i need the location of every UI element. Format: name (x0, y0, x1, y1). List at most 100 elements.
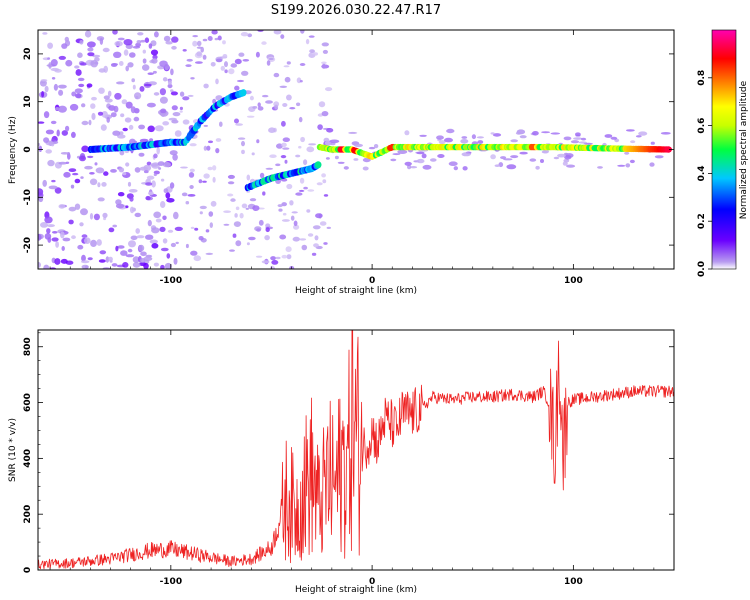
spectrogram-cell (557, 153, 566, 158)
snr-x-tick-label: -100 (160, 577, 183, 587)
spectrogram-cell (159, 60, 168, 67)
spectrogram-cell (42, 179, 47, 187)
spectrogram-cell (69, 103, 79, 111)
spectrogram-cell (209, 222, 213, 229)
spectrogram-cell (81, 120, 89, 126)
spectrogram-cell (303, 186, 308, 190)
spectrogram-cell (140, 39, 146, 43)
spectrogram-cell (286, 254, 292, 260)
spectrogram-cell (112, 130, 121, 136)
spectrogram-cell (87, 52, 95, 57)
spectrogram-cell (45, 149, 52, 154)
spectrogram-cell (237, 137, 246, 140)
spectrogram-cell (71, 131, 76, 138)
spectrogram-cell (61, 130, 68, 136)
spectrogram-cell (268, 127, 276, 133)
spectrogram-cell (81, 254, 86, 262)
spectrogram-cell (210, 200, 217, 207)
spectrogram-cell (44, 85, 49, 93)
spectrogram-cell (318, 101, 326, 108)
spectrogram-cell (228, 68, 235, 75)
spectrogram-cell (169, 182, 175, 189)
spectrogram-cell (74, 178, 81, 184)
spectrogram-cell (196, 46, 203, 49)
spectrogram-cell (137, 32, 144, 36)
spectrogram-x-ticks: -100 0 100 (49, 30, 675, 286)
spectrogram-cell (649, 162, 655, 167)
spectrogram-cell (127, 248, 133, 253)
spectrogram-cell (97, 197, 105, 202)
spectrogram-cell (308, 35, 315, 38)
spectrogram-cell (462, 166, 468, 171)
spectrogram-cell (143, 170, 149, 174)
spectrogram-cell (207, 166, 213, 171)
spectrogram-cell (77, 52, 83, 58)
spectrogram-cell (70, 184, 75, 189)
spectrogram-cell (223, 210, 232, 213)
spectrogram-cell (169, 150, 178, 156)
spectrogram-cell (80, 176, 84, 179)
spectrogram-cell (232, 233, 237, 238)
spectrogram-cell (54, 187, 62, 194)
spectrogram-cell (175, 241, 179, 245)
spectrogram-cell (626, 129, 635, 132)
spectrogram-cell (279, 85, 288, 89)
spectrogram-cell (300, 30, 305, 34)
spectrogram-cell (129, 196, 134, 202)
spectrogram-cell (52, 231, 58, 234)
spectrogram-cell (265, 100, 273, 104)
spectrogram-cell (192, 35, 199, 38)
spectrogram-cell (120, 113, 125, 118)
spectrogram-cell (113, 51, 122, 58)
spectrogram-cell (81, 103, 86, 108)
colorbar-tick-label: 0.4 (697, 165, 707, 181)
spectrogram-cell (550, 132, 561, 135)
spectrogram-cell (436, 135, 444, 140)
spectrogram-cell (38, 145, 43, 152)
spectrogram-cell (147, 72, 154, 75)
spectrogram-cell (153, 173, 157, 177)
spectrogram-cell (90, 60, 98, 68)
spectrogram-cell (111, 63, 118, 67)
spectrogram-cell (189, 185, 194, 189)
spectrogram-cell (322, 179, 327, 184)
spectrogram-cell (437, 154, 445, 158)
spectrogram-cell (121, 99, 128, 105)
spectrogram-cell (229, 249, 235, 252)
spectrogram-cell (299, 238, 307, 241)
spectrogram-cell (153, 211, 162, 219)
spectrogram-cell (173, 257, 178, 265)
spectrogram-cell (142, 64, 150, 71)
spectrogram-cell (208, 211, 214, 217)
spectrogram-cell (160, 178, 165, 182)
spectrogram-cell (174, 130, 182, 137)
spectrogram-cell (142, 58, 147, 64)
spectrogram-cell (65, 125, 70, 132)
spectrogram-cell (461, 152, 471, 157)
spectrogram-cell (541, 131, 551, 134)
spectrogram-cell (68, 219, 74, 225)
spectrogram-cell (309, 49, 315, 53)
spectrogram-cell (171, 36, 179, 43)
spectrogram-cell (43, 264, 50, 269)
spectrogram-cell (219, 121, 223, 127)
spectrogram-cell (74, 65, 80, 69)
spectrogram-cell (343, 166, 349, 170)
spectrogram-cell (174, 226, 183, 231)
spectrogram-cell (233, 221, 241, 228)
spectrogram-cell (56, 129, 60, 137)
spectrogram-cell (91, 96, 97, 101)
spectrogram-cell (139, 86, 145, 92)
spectrogram-cell (96, 239, 102, 246)
spectrogram-cell (604, 134, 613, 138)
spectrogram-cell (105, 256, 110, 263)
spectrogram-cell (84, 237, 91, 244)
spectrogram-cell (115, 203, 125, 209)
spectrogram-cell (635, 135, 642, 138)
spectrogram-cell (291, 211, 298, 214)
spectrogram-cell (293, 224, 300, 230)
spectrogram-cell (308, 143, 317, 146)
spectrogram-cell (311, 252, 317, 256)
spectrogram-cell (150, 49, 159, 56)
spectrogram-cell (167, 83, 173, 89)
